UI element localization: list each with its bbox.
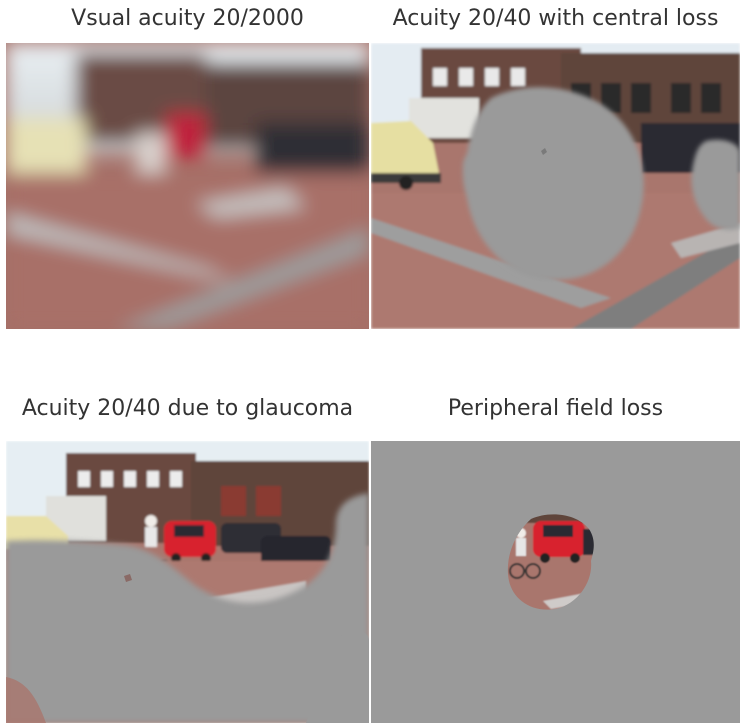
street-photo-central-loss <box>371 43 740 329</box>
street-photo-peripheral-loss <box>371 441 740 723</box>
street-photo-blurred <box>6 43 369 329</box>
caption-panel-1: Vsual acuity 20/2000 <box>71 6 304 31</box>
caption-panel-4: Peripheral field loss <box>447 396 664 421</box>
caption-panel-3: Acuity 20/40 due to glaucoma <box>21 396 354 421</box>
street-photo-glaucoma <box>6 441 369 727</box>
caption-panel-2: Acuity 20/40 with central loss <box>392 6 719 31</box>
